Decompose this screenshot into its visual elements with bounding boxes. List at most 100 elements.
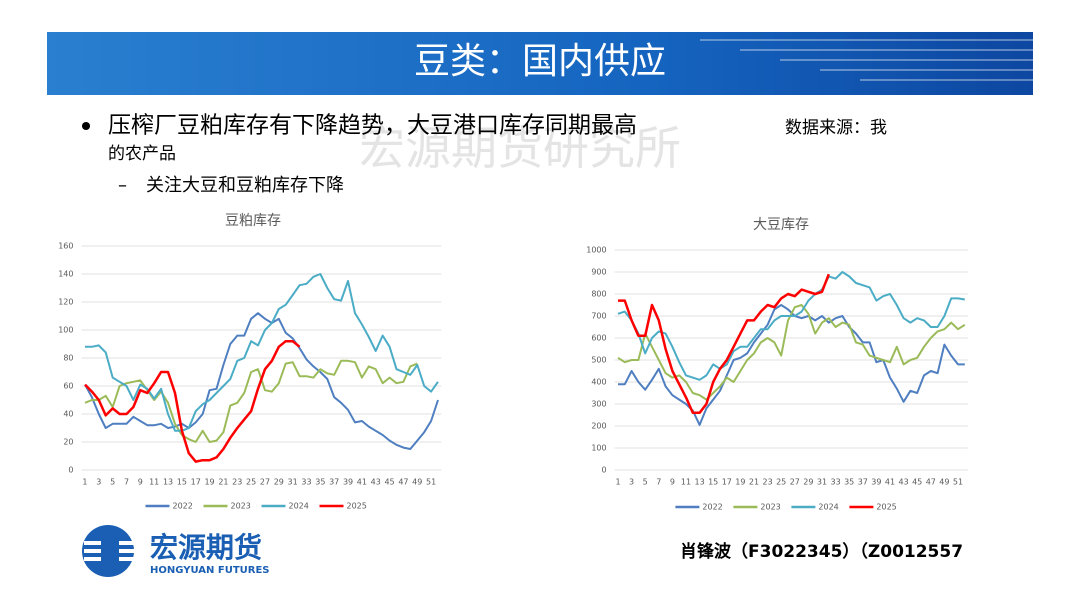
series-line xyxy=(84,312,439,450)
y-tick-label: 500 xyxy=(591,356,606,365)
y-tick-label: 100 xyxy=(591,444,606,453)
y-tick-label: 40 xyxy=(63,410,73,419)
slide-title: 豆类：国内供应 xyxy=(414,41,666,82)
x-tick-label: 17 xyxy=(722,478,732,487)
legend-label: 2023 xyxy=(760,503,780,512)
y-tick-label: 600 xyxy=(591,334,606,343)
y-tick-label: 0 xyxy=(602,466,607,475)
x-tick-label: 9 xyxy=(670,478,675,487)
x-tick-label: 29 xyxy=(803,478,813,487)
x-tick-label: 5 xyxy=(643,478,648,487)
x-tick-label: 39 xyxy=(343,478,353,487)
y-tick-label: 20 xyxy=(63,438,73,447)
source-line: 数据来源：我 xyxy=(785,118,887,138)
x-tick-label: 15 xyxy=(177,478,187,487)
x-tick-label: 1 xyxy=(82,478,87,487)
y-tick-label: 100 xyxy=(58,326,73,335)
x-tick-label: 17 xyxy=(191,478,201,487)
x-tick-label: 43 xyxy=(371,478,381,487)
legend-label: 2022 xyxy=(173,502,193,511)
y-tick-label: 120 xyxy=(58,298,73,307)
bullet-main: 压榨厂豆粕库存有下降趋势，大豆港口库存同期最高 xyxy=(108,113,637,139)
legend-label: 2024 xyxy=(289,502,309,511)
y-tick-label: 140 xyxy=(58,270,73,279)
x-tick-label: 45 xyxy=(384,478,394,487)
banner-stripes xyxy=(700,39,1033,81)
series-line xyxy=(618,273,830,415)
x-tick-label: 43 xyxy=(899,478,909,487)
source-line: 的农产品 xyxy=(108,144,176,164)
chart-title: 豆粕库存 xyxy=(225,213,281,229)
x-tick-label: 45 xyxy=(912,478,922,487)
x-tick-label: 41 xyxy=(885,478,895,487)
series-line xyxy=(617,271,965,381)
x-tick-label: 33 xyxy=(831,478,841,487)
chart-title: 大豆库存 xyxy=(753,217,809,233)
x-tick-label: 11 xyxy=(149,478,159,487)
x-tick-label: 31 xyxy=(288,478,298,487)
x-tick-label: 3 xyxy=(96,478,101,487)
y-tick-label: 400 xyxy=(591,378,606,387)
y-tick-label: 800 xyxy=(591,290,606,299)
y-tick-label: 80 xyxy=(63,354,73,363)
legend-label: 2025 xyxy=(876,503,896,512)
x-tick-label: 7 xyxy=(124,478,129,487)
x-tick-label: 21 xyxy=(218,478,228,487)
y-tick-label: 700 xyxy=(591,312,606,321)
x-tick-label: 47 xyxy=(926,478,936,487)
x-tick-label: 49 xyxy=(412,478,422,487)
y-tick-label: 60 xyxy=(63,382,73,391)
series-line xyxy=(617,304,966,401)
logo-en: HONGYUAN FUTURES xyxy=(150,565,270,576)
y-tick-label: 200 xyxy=(591,422,606,431)
y-tick-label: 300 xyxy=(591,400,606,409)
x-tick-label: 5 xyxy=(110,478,115,487)
x-tick-label: 41 xyxy=(357,478,367,487)
x-tick-label: 1 xyxy=(615,478,620,487)
legend-label: 2025 xyxy=(347,502,367,511)
y-tick-label: 1000 xyxy=(586,246,606,255)
x-tick-label: 25 xyxy=(776,478,786,487)
x-tick-label: 27 xyxy=(260,478,270,487)
legend-label: 2023 xyxy=(231,502,251,511)
watermark: 宏源期货研究所 xyxy=(359,121,681,175)
x-tick-label: 23 xyxy=(763,478,773,487)
x-tick-label: 37 xyxy=(858,478,868,487)
legend-label: 2022 xyxy=(702,503,722,512)
x-tick-label: 47 xyxy=(398,478,408,487)
x-tick-label: 31 xyxy=(817,478,827,487)
header-banner xyxy=(47,32,1033,95)
y-tick-label: 160 xyxy=(58,242,73,251)
logo-cn: 宏源期货 xyxy=(150,531,262,564)
x-tick-label: 15 xyxy=(708,478,718,487)
series-line xyxy=(85,273,439,432)
x-tick-label: 37 xyxy=(329,478,339,487)
bullet-dot xyxy=(82,122,90,130)
series-line xyxy=(84,359,418,443)
author: 肖锋波（F3022345）（Z0012557 xyxy=(680,541,963,562)
x-tick-label: 3 xyxy=(629,478,634,487)
x-tick-label: 49 xyxy=(939,478,949,487)
x-tick-label: 51 xyxy=(426,478,436,487)
x-tick-label: 35 xyxy=(315,478,325,487)
x-tick-label: 23 xyxy=(232,478,242,487)
x-tick-label: 27 xyxy=(790,478,800,487)
x-tick-label: 9 xyxy=(138,478,143,487)
sub-dash: – xyxy=(118,175,127,196)
x-tick-label: 33 xyxy=(301,478,311,487)
x-tick-label: 11 xyxy=(681,478,691,487)
x-tick-label: 51 xyxy=(953,478,963,487)
x-tick-label: 35 xyxy=(844,478,854,487)
x-tick-label: 13 xyxy=(695,478,705,487)
x-tick-label: 19 xyxy=(204,478,214,487)
x-tick-label: 7 xyxy=(656,478,661,487)
series-line xyxy=(84,339,301,463)
logo xyxy=(82,525,134,577)
y-tick-label: 900 xyxy=(591,268,606,277)
x-tick-label: 29 xyxy=(274,478,284,487)
legend-label: 2024 xyxy=(818,503,838,512)
x-tick-label: 39 xyxy=(871,478,881,487)
x-tick-label: 19 xyxy=(735,478,745,487)
x-tick-label: 13 xyxy=(163,478,173,487)
